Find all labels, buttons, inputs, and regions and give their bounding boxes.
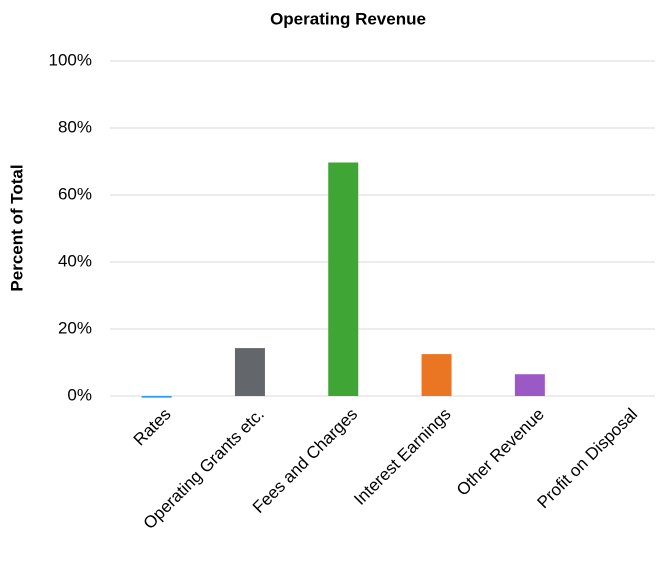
- y-tick-label: 40%: [58, 251, 92, 270]
- x-tick-label: Profit on Disposal: [534, 405, 642, 513]
- bar: [421, 354, 452, 396]
- x-tick-label: Other Revenue: [453, 405, 548, 500]
- x-tick-label: Fees and Charges: [249, 405, 361, 517]
- y-axis-label: Percent of Total: [7, 164, 26, 291]
- bar: [514, 374, 545, 396]
- y-tick-label: 80%: [58, 117, 92, 136]
- y-tick-label: 20%: [58, 318, 92, 337]
- y-tick-label: 100%: [49, 50, 92, 69]
- y-tick-label: 60%: [58, 184, 92, 203]
- chart-title: Operating Revenue: [270, 9, 426, 28]
- bar: [141, 396, 172, 398]
- x-tick-label: Interest Earnings: [350, 405, 454, 509]
- bar: [328, 162, 359, 396]
- x-tick-label: Rates: [130, 405, 175, 450]
- bar: [234, 348, 265, 396]
- y-tick-label: 0%: [67, 385, 92, 404]
